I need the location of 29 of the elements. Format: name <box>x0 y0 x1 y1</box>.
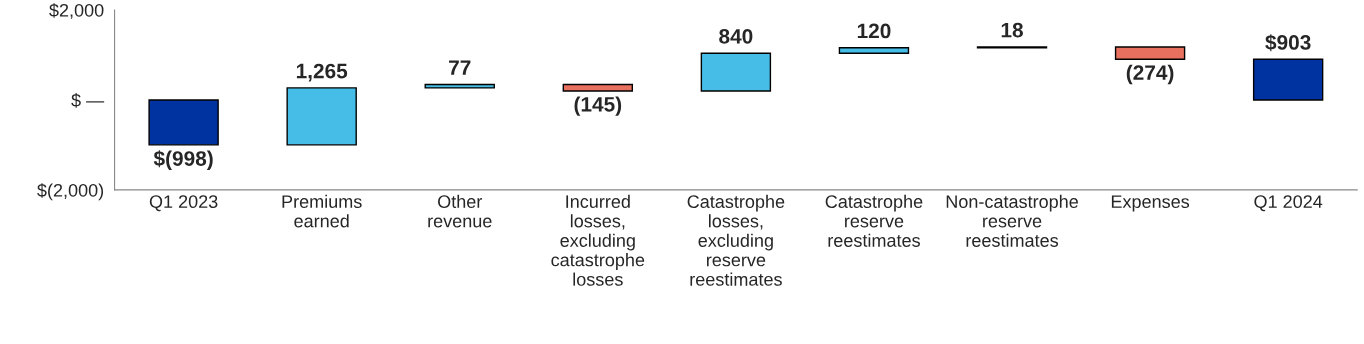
bar <box>562 83 634 92</box>
bar <box>286 87 357 146</box>
x-tick-label: Catastrophe losses, excluding reserve reestimates <box>687 194 785 286</box>
bar <box>424 83 495 89</box>
x-tick-label: Q1 2024 <box>1254 195 1323 212</box>
x-tick-label: Catastrophe reserve reestimates <box>825 194 923 247</box>
y-tick-label: $ — <box>71 93 105 108</box>
x-tick-label: Expenses <box>1111 195 1190 212</box>
data-label: $903 <box>1265 34 1311 52</box>
data-label: (145) <box>574 96 622 116</box>
x-tick-label: Other revenue <box>428 194 492 228</box>
x-tick-label: Premiums earned <box>282 194 362 228</box>
data-label: 120 <box>857 23 891 39</box>
y-tick-label: $(2,000) <box>37 183 104 201</box>
bar <box>700 52 772 92</box>
data-label: 77 <box>449 60 471 75</box>
data-label: 18 <box>1001 22 1023 38</box>
bar <box>1114 46 1186 61</box>
data-label: $(998) <box>153 150 213 170</box>
bar <box>148 99 219 146</box>
data-label: 840 <box>719 28 753 44</box>
y-tick-label: $2,000 <box>49 3 104 19</box>
x-tick-label: Q1 2023 <box>149 195 218 212</box>
data-label: (274) <box>1126 64 1174 85</box>
bar <box>1252 58 1324 101</box>
x-tick-label: Incurred losses, excluding catastrophe losses <box>551 194 645 286</box>
data-label: 1,265 <box>296 63 348 82</box>
x-tick-label: Non-catastrophe reserve reestimates <box>946 194 1078 247</box>
bar <box>838 47 910 54</box>
